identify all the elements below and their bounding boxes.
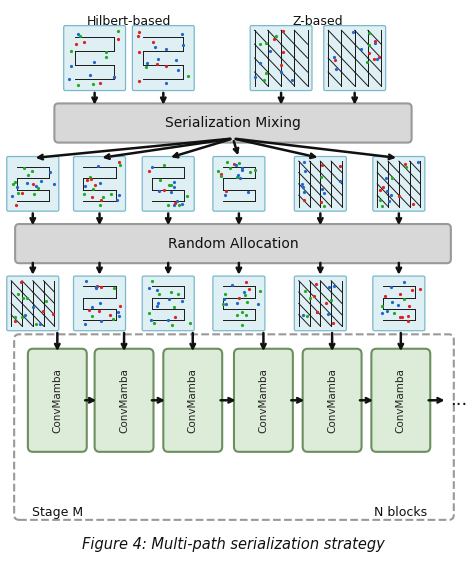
FancyBboxPatch shape: [295, 157, 346, 211]
FancyBboxPatch shape: [250, 26, 312, 90]
Text: Stage M: Stage M: [32, 506, 83, 520]
FancyBboxPatch shape: [373, 276, 425, 331]
FancyBboxPatch shape: [234, 349, 293, 452]
Text: Z-based: Z-based: [292, 14, 343, 28]
FancyBboxPatch shape: [303, 349, 362, 452]
Text: ConvMamba: ConvMamba: [327, 368, 337, 433]
Text: Hilbert-based: Hilbert-based: [87, 14, 171, 28]
FancyBboxPatch shape: [94, 349, 153, 452]
FancyBboxPatch shape: [64, 26, 126, 90]
FancyBboxPatch shape: [54, 103, 412, 143]
FancyBboxPatch shape: [15, 224, 451, 263]
Text: ConvMamba: ConvMamba: [258, 368, 269, 433]
FancyBboxPatch shape: [324, 26, 386, 90]
Text: Random Allocation: Random Allocation: [168, 237, 298, 251]
FancyBboxPatch shape: [74, 276, 126, 331]
Text: ConvMamba: ConvMamba: [396, 368, 406, 433]
FancyBboxPatch shape: [213, 157, 265, 211]
Text: ConvMamba: ConvMamba: [119, 368, 129, 433]
Text: Serialization Mixing: Serialization Mixing: [165, 116, 301, 130]
FancyBboxPatch shape: [133, 26, 194, 90]
Text: ConvMamba: ConvMamba: [52, 368, 62, 433]
FancyBboxPatch shape: [213, 276, 265, 331]
Text: N blocks: N blocks: [374, 506, 427, 520]
FancyBboxPatch shape: [142, 157, 194, 211]
Text: Figure 4: Multi-path serialization strategy: Figure 4: Multi-path serialization strat…: [82, 538, 384, 552]
FancyBboxPatch shape: [163, 349, 222, 452]
FancyBboxPatch shape: [7, 276, 59, 331]
FancyBboxPatch shape: [142, 276, 194, 331]
FancyBboxPatch shape: [295, 276, 346, 331]
Text: ...: ...: [450, 392, 468, 409]
FancyBboxPatch shape: [7, 157, 59, 211]
FancyBboxPatch shape: [373, 157, 425, 211]
FancyBboxPatch shape: [74, 157, 126, 211]
Text: ConvMamba: ConvMamba: [188, 368, 198, 433]
FancyBboxPatch shape: [371, 349, 430, 452]
FancyBboxPatch shape: [28, 349, 87, 452]
